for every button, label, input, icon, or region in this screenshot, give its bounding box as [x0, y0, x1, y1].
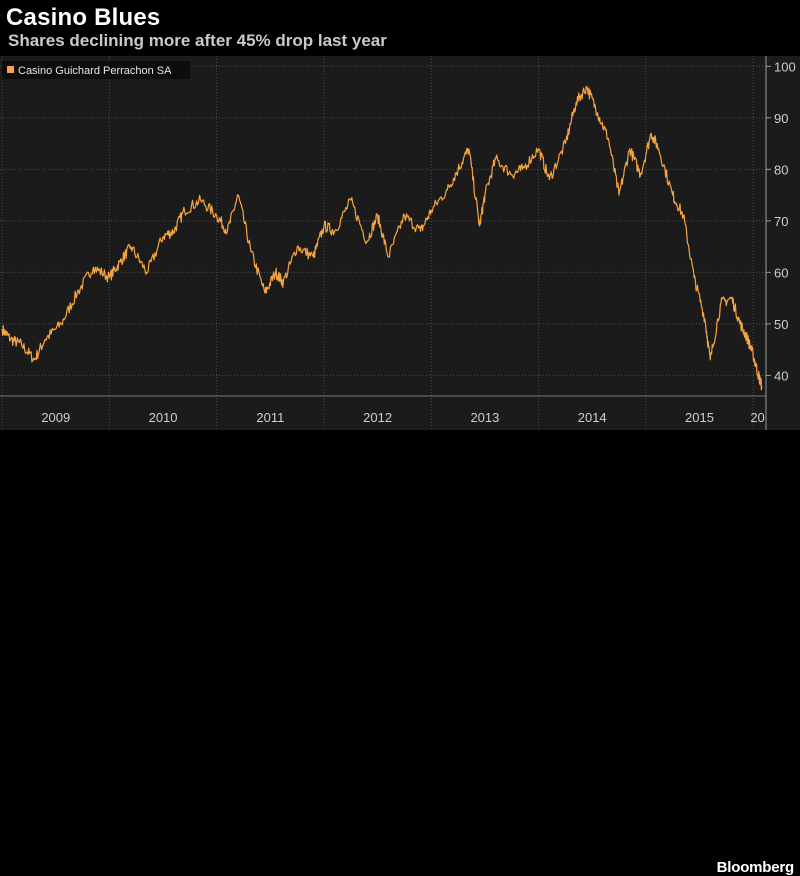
x-tick-label: 2009 — [41, 410, 70, 425]
price-chart: 2009 2010 2011 2012 2013 2014 2015 20 40 50 60 70 8… — [0, 56, 800, 430]
x-tick-label: 2012 — [363, 410, 392, 425]
x-tick-label: 2011 — [256, 410, 284, 425]
x-tick-label: 2015 — [685, 410, 714, 425]
chart-title: Casino Blues — [6, 4, 161, 31]
legend-swatch — [7, 66, 14, 73]
legend: Casino Guichard Perrachon SA — [2, 61, 190, 79]
x-tick-label: 2010 — [149, 410, 178, 425]
y-tick-label: 100 — [774, 59, 796, 74]
series-layer — [1, 85, 763, 391]
y-tick-label: 80 — [774, 162, 788, 177]
y-axis: 40 50 60 70 80 90 100 — [765, 56, 796, 430]
chart-subtitle: Shares declining more after 45% drop las… — [8, 31, 387, 50]
y-tick-label: 40 — [774, 368, 788, 383]
x-axis: 2009 2010 2011 2012 2013 2014 2015 20 — [0, 395, 766, 425]
y-tick-label: 90 — [774, 111, 788, 126]
plot-background — [0, 56, 800, 430]
chart-footer: Bloomberg — [0, 430, 800, 876]
legend-box — [2, 61, 190, 79]
bloomberg-logo: Bloomberg — [716, 859, 795, 876]
x-tick-label: 2013 — [470, 410, 499, 425]
y-tick-label: 60 — [774, 265, 788, 280]
y-tick-label: 50 — [774, 317, 788, 332]
x-tick-label: 2014 — [578, 410, 607, 425]
series-line-casino — [1, 85, 763, 391]
x-tick-label: 20 — [750, 410, 764, 425]
legend-label: Casino Guichard Perrachon SA — [18, 65, 172, 77]
gridlines — [0, 56, 766, 430]
y-tick-label: 70 — [774, 214, 788, 229]
chart-header: Casino Blues Shares declining more after… — [0, 0, 800, 56]
